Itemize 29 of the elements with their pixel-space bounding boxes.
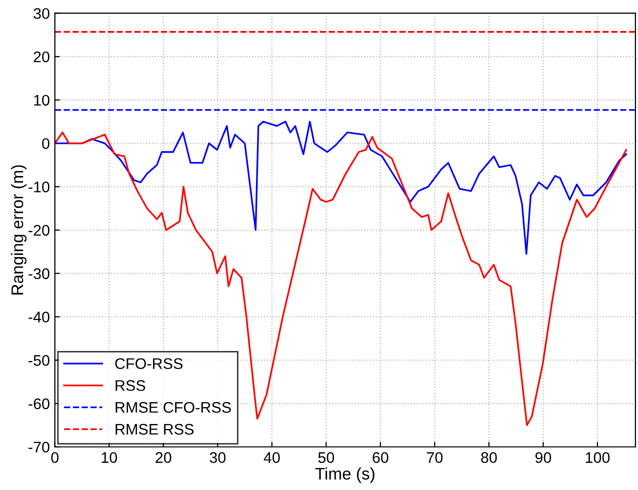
- y-tick-label: -20: [28, 224, 50, 236]
- x-tick-label: 0: [51, 452, 59, 463]
- x-tick-label: 30: [210, 452, 226, 463]
- y-tick-label: 10: [34, 94, 50, 106]
- y-tick-label: -60: [28, 398, 50, 410]
- x-tick-label: 100: [586, 452, 610, 463]
- y-axis-title: Ranging error (m): [11, 165, 27, 294]
- legend-label: RMSE RSS: [116, 424, 194, 435]
- x-tick-label: 60: [372, 452, 388, 463]
- x-tick-label: 40: [264, 452, 280, 463]
- x-tick-label: 10: [102, 452, 118, 463]
- y-tick-label: -30: [28, 268, 50, 280]
- x-axis-title: Time (s): [315, 467, 374, 483]
- y-tick-label: -10: [28, 182, 50, 192]
- y-tick-label: -50: [28, 355, 50, 366]
- legend-label: RMSE CFO-RSS: [116, 402, 231, 413]
- x-tick-label: 20: [156, 452, 172, 463]
- legend-label: CFO-RSS: [115, 358, 182, 370]
- y-tick-label: 20: [34, 51, 50, 62]
- y-tick-label: 30: [34, 8, 50, 19]
- line-series: [54, 120, 628, 255]
- legend-label: RSS: [116, 380, 146, 391]
- y-tick-label: 0: [42, 138, 50, 150]
- x-tick-label: 70: [426, 452, 443, 463]
- x-tick-label: 90: [535, 452, 552, 463]
- x-tick-label: 80: [481, 452, 497, 463]
- y-tick-label: -40: [28, 312, 50, 322]
- x-tick-label: 50: [318, 452, 334, 463]
- y-tick-label: -70: [28, 442, 50, 453]
